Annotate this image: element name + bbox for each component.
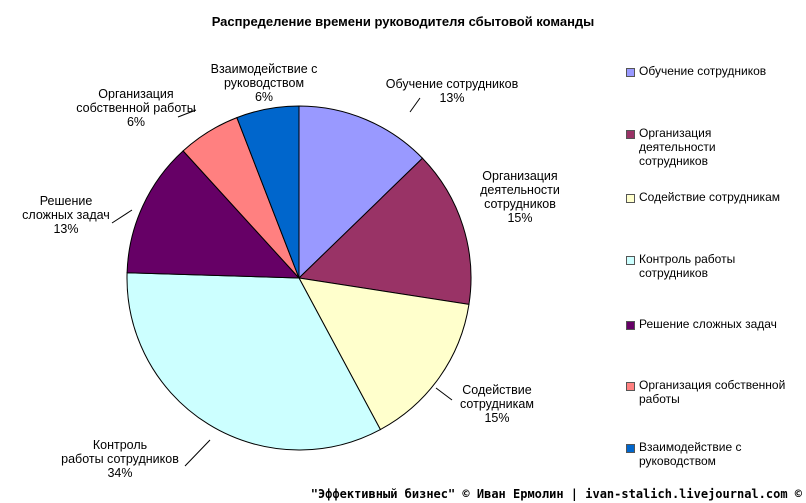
- slice-data-label: Взаимодействие с руководством 6%: [211, 62, 318, 104]
- legend-label: Взаимодействие с руководством: [639, 440, 742, 468]
- footer-credit: "Эффективный бизнес" © Иван Ермолин | iv…: [310, 487, 802, 501]
- leader-line: [177, 109, 197, 118]
- legend-item: Обучение сотрудников: [626, 64, 804, 78]
- pie-slice: [126, 272, 382, 451]
- leader-line: [111, 209, 133, 224]
- slice-data-label: Организация деятельности сотрудников 15%: [480, 169, 560, 225]
- legend-item: Содействие сотрудникам: [626, 190, 804, 204]
- pie-slice: [298, 105, 424, 280]
- leader-line: [435, 387, 453, 401]
- legend-swatch: [626, 382, 635, 391]
- legend-item: Организация собственной работы: [626, 378, 804, 406]
- legend-label: Обучение сотрудников: [639, 64, 767, 78]
- legend-item: Решение сложных задач: [626, 317, 804, 331]
- slice-data-label: Решение сложных задач 13%: [22, 194, 110, 236]
- legend-swatch: [626, 321, 635, 330]
- slice-data-label: Организация собственной работы 6%: [76, 87, 195, 129]
- legend-label: Решение сложных задач: [639, 317, 777, 331]
- legend-swatch: [626, 444, 635, 453]
- legend-swatch: [626, 256, 635, 265]
- legend: Обучение сотрудников Организация деятельно…: [626, 0, 806, 480]
- chart-title: Распределение времени руководителя сбыто…: [211, 14, 595, 29]
- slice-data-label: Обучение сотрудников 13%: [386, 77, 519, 105]
- legend-item: Взаимодействие с руководством: [626, 440, 804, 468]
- pie-slice: [297, 157, 472, 305]
- legend-item: Контроль работы сотрудников: [626, 252, 804, 280]
- pie-slice: [236, 105, 300, 279]
- legend-label: Организация собственной работы: [639, 378, 786, 406]
- legend-swatch: [626, 194, 635, 203]
- legend-label: Содействие сотрудникам: [639, 190, 780, 204]
- legend-label: Организация деятельности сотрудников: [639, 126, 716, 168]
- leader-line: [184, 439, 211, 467]
- legend-swatch: [626, 130, 635, 139]
- legend-swatch: [626, 68, 635, 77]
- legend-item: Организация деятельности сотрудников: [626, 126, 804, 168]
- legend-label: Контроль работы сотрудников: [639, 252, 736, 280]
- leader-line: [409, 97, 421, 113]
- pie-slice: [126, 150, 301, 279]
- slice-data-label: Содействие сотрудникам 15%: [460, 383, 534, 425]
- slice-data-label: Контроль работы сотрудников 34%: [61, 438, 179, 480]
- pie-slice: [298, 277, 470, 431]
